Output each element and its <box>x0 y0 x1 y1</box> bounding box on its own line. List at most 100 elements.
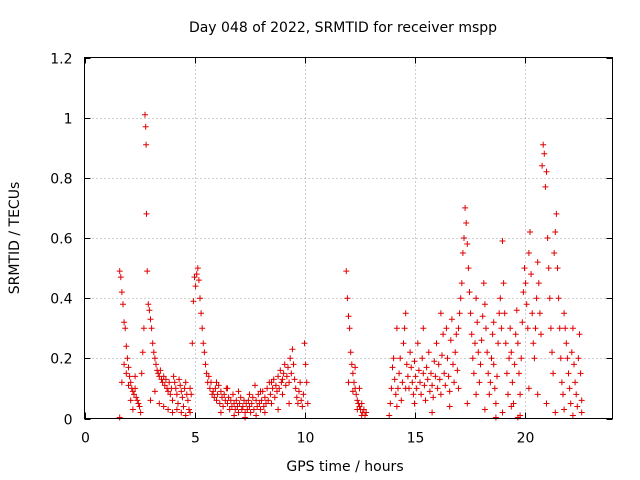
data-point <box>520 289 527 296</box>
data-point <box>230 391 236 398</box>
data-point <box>536 310 543 317</box>
data-point <box>508 349 515 356</box>
data-point <box>353 391 360 398</box>
data-point <box>392 391 399 398</box>
data-point <box>221 391 228 398</box>
data-point <box>187 409 194 416</box>
data-point <box>488 355 495 362</box>
data-point <box>472 340 478 347</box>
data-point <box>142 111 148 118</box>
data-point <box>213 379 220 386</box>
data-point <box>354 406 361 413</box>
data-point <box>180 403 187 410</box>
data-point <box>236 400 243 407</box>
data-point <box>514 414 521 421</box>
data-point <box>261 409 268 416</box>
data-point <box>491 385 498 392</box>
data-point <box>451 379 458 386</box>
data-point <box>271 394 278 401</box>
data-point <box>136 403 143 410</box>
data-point <box>485 370 492 377</box>
data-point <box>289 346 296 353</box>
data-point <box>153 361 159 368</box>
data-point <box>165 406 172 413</box>
data-point <box>237 394 244 401</box>
data-point <box>473 295 480 302</box>
data-point <box>524 325 531 332</box>
data-point <box>506 355 513 362</box>
data-point <box>197 295 203 302</box>
data-point <box>124 355 131 362</box>
data-point <box>569 412 576 419</box>
data-point <box>349 388 356 395</box>
data-point <box>354 397 361 404</box>
data-point <box>398 397 405 404</box>
data-point <box>263 400 269 407</box>
data-point <box>345 379 352 386</box>
data-point <box>286 400 293 407</box>
data-point <box>123 343 130 350</box>
data-point <box>177 382 184 389</box>
data-point <box>533 295 540 302</box>
data-point <box>505 391 511 398</box>
data-point <box>459 250 466 256</box>
data-point <box>146 307 153 314</box>
data-point <box>430 394 437 401</box>
data-point <box>497 295 504 302</box>
data-point <box>222 397 229 404</box>
data-point <box>496 310 503 317</box>
data-point <box>414 340 421 347</box>
data-point <box>466 289 473 296</box>
data-point <box>301 340 308 347</box>
data-point <box>423 364 430 371</box>
data-point <box>343 268 350 275</box>
data-point <box>282 382 289 389</box>
data-point <box>395 385 401 392</box>
data-point <box>489 331 496 338</box>
data-point <box>461 235 467 241</box>
data-point <box>344 295 351 302</box>
data-point <box>269 385 276 392</box>
data-point <box>290 361 297 368</box>
data-point <box>453 331 460 338</box>
data-point <box>411 400 418 407</box>
data-point <box>577 370 584 377</box>
data-point <box>452 349 459 356</box>
data-point <box>552 409 559 416</box>
data-point <box>246 391 253 398</box>
data-point <box>553 210 560 217</box>
data-point <box>470 370 477 377</box>
data-point <box>429 409 436 416</box>
data-point <box>198 310 205 317</box>
data-point <box>253 397 260 404</box>
data-point <box>513 307 520 314</box>
data-point <box>231 400 238 407</box>
chart-title: Day 048 of 2022, SRMTID for receiver msp… <box>189 20 497 36</box>
data-point <box>516 370 522 377</box>
data-point <box>439 352 445 359</box>
data-point <box>468 331 475 338</box>
data-point <box>538 331 544 338</box>
data-point <box>194 265 201 272</box>
y-tick-label: 0.8 <box>50 172 72 188</box>
data-point <box>543 168 550 175</box>
data-point <box>465 265 472 272</box>
data-point <box>543 400 550 407</box>
data-point <box>454 367 461 374</box>
data-point <box>235 388 242 395</box>
data-point <box>443 325 450 332</box>
data-point <box>572 379 579 386</box>
data-point <box>345 313 352 320</box>
data-point <box>481 301 488 308</box>
data-point <box>473 391 480 398</box>
data-point <box>442 382 449 389</box>
data-point <box>547 325 554 332</box>
data-point <box>530 340 537 347</box>
data-point <box>434 385 441 392</box>
data-point <box>189 340 196 347</box>
data-point <box>346 325 353 332</box>
data-point <box>433 340 440 347</box>
data-point <box>410 391 417 398</box>
data-point <box>299 403 306 410</box>
data-point <box>220 403 227 410</box>
